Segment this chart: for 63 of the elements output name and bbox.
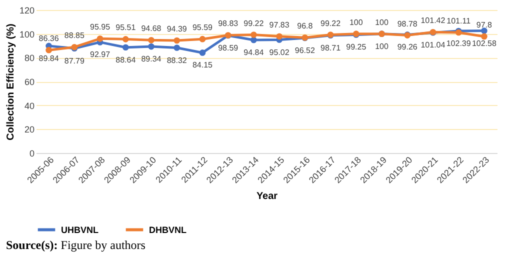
data-label: 96.8 bbox=[297, 22, 314, 31]
data-label: 99.25 bbox=[346, 42, 367, 52]
data-label: 99.26 bbox=[397, 42, 418, 52]
data-label: 95.59 bbox=[192, 23, 214, 32]
source-note: Source(s): Figure by authors bbox=[6, 238, 146, 253]
legend-label: DHBVNL bbox=[149, 224, 187, 235]
data-label: 101.42 bbox=[420, 16, 446, 26]
point bbox=[96, 36, 104, 42]
data-label: 94.68 bbox=[141, 24, 162, 34]
point bbox=[250, 36, 257, 44]
point bbox=[174, 44, 180, 51]
y-tick-label: 60 bbox=[24, 77, 34, 87]
y-tick-label: 120 bbox=[19, 6, 34, 16]
y-tick-label: 100 bbox=[19, 29, 34, 40]
data-label: 94.39 bbox=[166, 24, 188, 34]
data-label: 98.71 bbox=[320, 43, 342, 52]
data-label: 99.22 bbox=[244, 18, 264, 28]
data-label: 87.79 bbox=[64, 56, 85, 66]
point bbox=[250, 32, 257, 38]
data-label: 100 bbox=[375, 42, 389, 51]
data-label: 101.04 bbox=[420, 40, 446, 50]
data-label: 92.97 bbox=[90, 50, 111, 60]
point bbox=[122, 44, 129, 51]
data-label: 95.95 bbox=[90, 22, 111, 32]
point bbox=[199, 36, 206, 42]
data-label: 101.11 bbox=[446, 16, 472, 26]
data-label: 89.34 bbox=[141, 54, 162, 64]
data-label: 95.51 bbox=[116, 23, 136, 32]
data-label: 99.22 bbox=[320, 18, 342, 28]
point bbox=[122, 36, 129, 42]
data-label: 89.84 bbox=[38, 54, 60, 63]
data-label: 88.85 bbox=[64, 31, 85, 40]
y-tick-label: 40 bbox=[24, 100, 34, 111]
data-label: 84.15 bbox=[192, 60, 214, 70]
x-axis-title: Year bbox=[256, 191, 278, 202]
y-tick-label: 20 bbox=[24, 124, 34, 135]
data-label: 98.59 bbox=[218, 44, 239, 53]
data-label: 98.83 bbox=[218, 19, 239, 28]
point bbox=[276, 33, 282, 40]
y-tick-label: 0 bbox=[29, 148, 34, 158]
data-label: 98.78 bbox=[397, 19, 418, 28]
data-label: 102.58 bbox=[472, 38, 497, 48]
point bbox=[46, 46, 52, 54]
point bbox=[481, 28, 488, 34]
data-label: 97.83 bbox=[269, 20, 290, 30]
data-label: 86.36 bbox=[38, 34, 60, 44]
data-label: 100 bbox=[375, 18, 389, 27]
data-label: 97.8 bbox=[476, 20, 493, 30]
data-label: 88.64 bbox=[116, 55, 136, 64]
legend-label: UHBVNL bbox=[61, 224, 99, 235]
data-label: 94.84 bbox=[244, 48, 264, 57]
point bbox=[199, 50, 206, 56]
y-axis-title: Collection Efficiency (%) bbox=[5, 24, 16, 140]
data-label: 102.39 bbox=[446, 38, 472, 48]
y-tick-label: 80 bbox=[24, 53, 34, 64]
point bbox=[481, 33, 488, 40]
data-label: 100 bbox=[349, 18, 364, 27]
point bbox=[174, 37, 180, 44]
data-label: 88.32 bbox=[166, 56, 188, 65]
data-label: 95.02 bbox=[269, 48, 290, 57]
point bbox=[148, 43, 154, 50]
data-label: 96.52 bbox=[294, 46, 316, 55]
point bbox=[148, 37, 154, 44]
